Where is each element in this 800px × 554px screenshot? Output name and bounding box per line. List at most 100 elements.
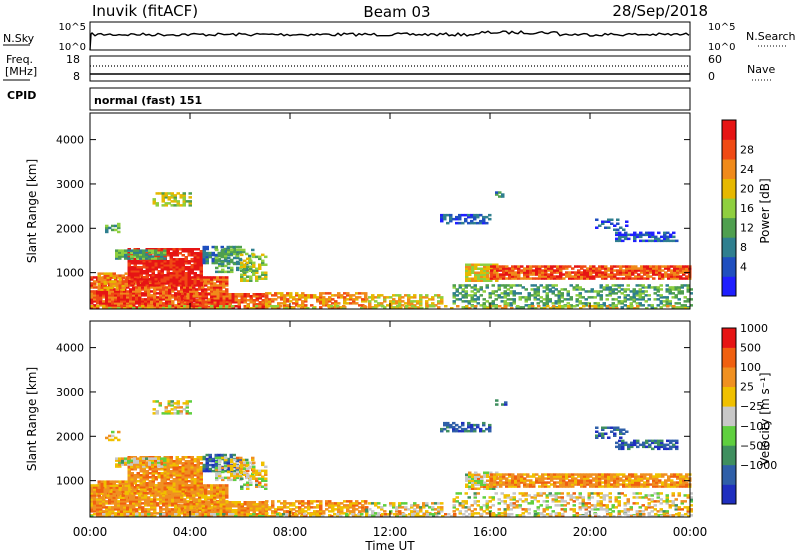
heatmap-cell: [154, 488, 158, 491]
heatmap-cell: [195, 511, 199, 514]
heatmap-cell: [190, 491, 194, 495]
heatmap-cell: [175, 254, 179, 257]
heatmap-cell: [109, 494, 113, 497]
heatmap-cell: [148, 463, 152, 466]
heatmap-cell: [204, 506, 208, 509]
heatmap-cell: [679, 275, 683, 278]
heatmap-cell: [210, 278, 214, 281]
heatmap-cell: [97, 496, 101, 499]
heatmap-cell: [265, 296, 269, 299]
heatmap-cell: [195, 507, 199, 510]
heatmap-cell: [392, 302, 396, 305]
heatmap-cell: [523, 269, 527, 272]
heatmap-cell: [523, 277, 527, 280]
heatmap-cell: [204, 500, 208, 503]
heatmap-cell: [461, 300, 465, 303]
heatmap-cell: [289, 510, 293, 513]
heatmap-cell: [97, 274, 101, 277]
heatmap-cell: [493, 275, 497, 278]
heatmap-cell: [199, 270, 203, 273]
heatmap-cell: [488, 294, 492, 297]
heatmap-cell: [349, 296, 353, 299]
heatmap-cell: [90, 296, 94, 299]
heatmap-cell: [213, 509, 217, 512]
heatmap-cell: [633, 233, 637, 237]
heatmap-cell: [213, 498, 217, 501]
heatmap-cell: [196, 274, 200, 277]
heatmap-cell: [180, 510, 184, 513]
heatmap-cell: [93, 296, 97, 299]
heatmap-cell: [186, 500, 190, 503]
heatmap-cell: [240, 277, 244, 280]
heatmap-cell: [118, 463, 122, 466]
heatmap-cell: [199, 276, 203, 279]
heatmap-cell: [93, 490, 97, 493]
heatmap-cell: [640, 277, 644, 280]
heatmap-cell: [529, 269, 533, 272]
heatmap-cell: [190, 480, 194, 483]
heatmap-cell: [123, 514, 127, 517]
heatmap-cell: [548, 284, 552, 287]
heatmap-cell: [185, 410, 189, 413]
heatmap-cell: [156, 504, 160, 507]
heatmap-cell: [581, 296, 585, 299]
heatmap-cell: [258, 297, 262, 300]
colorbar-tick-label: 16: [740, 202, 754, 215]
heatmap-cell: [163, 482, 167, 485]
heatmap-cell: [118, 496, 122, 499]
heatmap-cell: [627, 233, 631, 237]
heatmap-cell: [520, 277, 524, 280]
heatmap-cell: [115, 463, 119, 466]
heatmap-cell: [236, 262, 240, 266]
heatmap-cell: [169, 491, 173, 495]
heatmap-cell: [204, 288, 208, 291]
heatmap-cell: [157, 274, 161, 277]
heatmap-cell: [111, 298, 115, 301]
heatmap-cell: [172, 264, 176, 267]
heatmap-cell: [231, 505, 235, 508]
heatmap-cell: [237, 507, 241, 510]
heatmap-cell: [148, 260, 152, 263]
heatmap-cell: [483, 307, 487, 310]
heatmap-cell: [148, 251, 152, 254]
heatmap-cell: [144, 496, 148, 499]
heatmap-cell: [490, 269, 494, 272]
heatmap-cell: [142, 283, 146, 287]
heatmap-cell: [508, 275, 512, 278]
heatmap-cell: [668, 286, 672, 289]
heatmap-cell: [190, 484, 194, 487]
heatmap-cell: [225, 307, 229, 310]
heatmap-cell: [545, 288, 549, 291]
heatmap-cell: [530, 284, 534, 287]
heatmap-cell: [168, 292, 172, 295]
heatmap-cell: [133, 486, 137, 489]
heatmap-cell: [533, 296, 537, 299]
heatmap-cell: [392, 502, 396, 505]
heatmap-cell: [343, 500, 347, 503]
heatmap-cell: [610, 269, 614, 272]
heatmap-cell: [474, 267, 478, 270]
heatmap-cell: [252, 293, 256, 296]
heatmap-cell: [90, 290, 94, 293]
heatmap-cell: [355, 298, 359, 301]
heatmap-cell: [127, 456, 131, 459]
heatmap-cell: [213, 282, 217, 285]
heatmap-cell: [211, 259, 215, 263]
heatmap-cell: [105, 500, 109, 503]
heatmap-cell: [661, 273, 665, 276]
heatmap-cell: [213, 494, 217, 497]
heatmap-cell: [575, 300, 579, 303]
heatmap-cell: [150, 296, 154, 299]
heatmap-cell: [637, 275, 641, 278]
heatmap-cell: [641, 296, 645, 299]
heatmap-cell: [325, 500, 329, 503]
heatmap-cell: [596, 304, 600, 307]
heatmap-cell: [488, 217, 492, 221]
heatmap-cell: [277, 500, 281, 503]
heatmap-cell: [195, 303, 199, 306]
heatmap-cell: [208, 469, 212, 473]
heatmap-cell: [663, 233, 667, 237]
heatmap-cell: [157, 260, 161, 263]
heatmap-cell: [310, 502, 314, 505]
heatmap-cell: [222, 290, 226, 293]
